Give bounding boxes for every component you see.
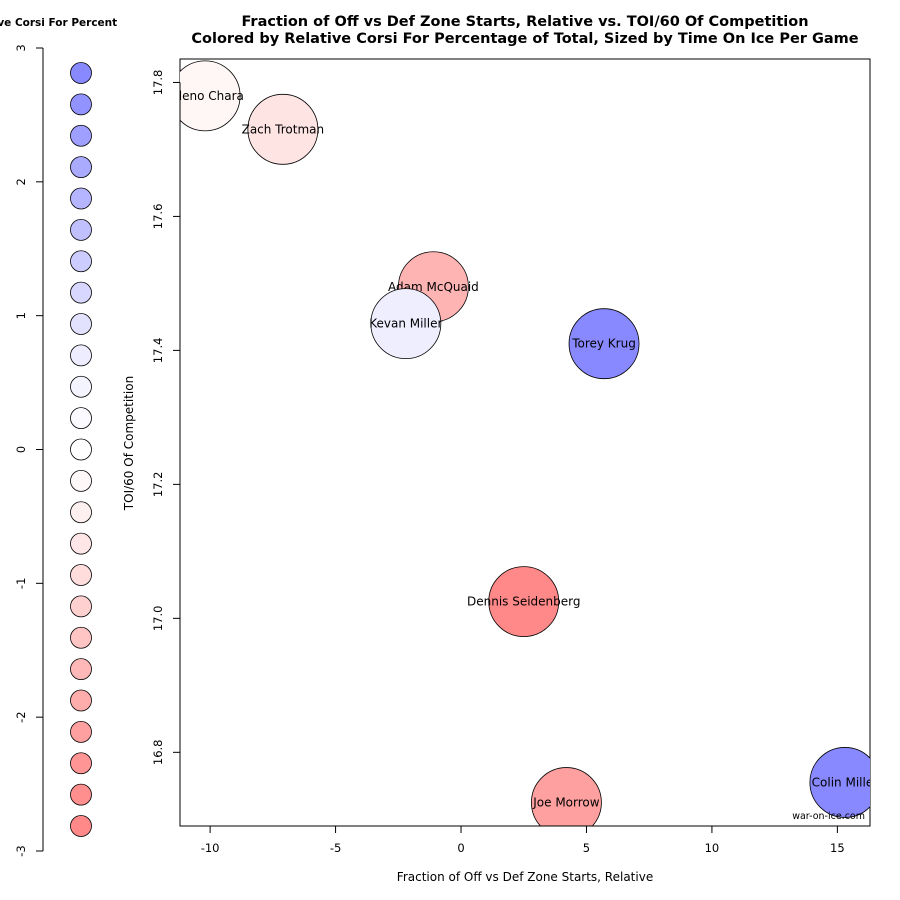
chart-subtitle: Colored by Relative Corsi For Percentage…	[191, 31, 858, 47]
legend-swatch	[70, 344, 92, 367]
y-tick-label: 16.8	[151, 740, 165, 766]
legend-swatch	[70, 438, 92, 461]
legend-tick-label: -2	[14, 711, 28, 722]
legend-swatch	[70, 752, 92, 775]
legend-tick-label: 1	[14, 312, 28, 319]
legend-tick-label: 0	[14, 446, 28, 453]
bubble-circle	[531, 767, 602, 826]
bubble-zach-trotman: Zach Trotman	[242, 93, 325, 165]
legend-swatch	[70, 250, 92, 273]
bubble-joe-morrow: Joe Morrow	[531, 767, 602, 826]
x-axis: -10 -5 0 5 10 15	[201, 825, 845, 855]
legend-tick-label: -3	[14, 845, 28, 856]
legend-swatch	[70, 124, 92, 147]
y-tick-label: 17.2	[151, 472, 165, 498]
bubble-kevan-miller: Kevan Miller	[369, 288, 442, 359]
legend-axis: 3 2 1 0 -1 -2 -3	[14, 44, 44, 857]
legend-tick-label: 3	[14, 44, 28, 51]
legend-swatch	[70, 783, 92, 806]
bubble-label: Colin Miller	[812, 775, 879, 789]
legend-tick-label: -1	[14, 578, 28, 589]
x-tick-label: 10	[705, 841, 720, 855]
y-tick-label: 17.6	[151, 204, 165, 230]
legend-swatch	[70, 532, 92, 555]
bubble-label: Zdeno Chara	[166, 89, 244, 103]
bubble-label: Torey Krug	[571, 337, 636, 351]
legend-swatch	[70, 720, 92, 743]
legend-swatch	[70, 564, 92, 586]
legend-swatch	[70, 689, 92, 712]
x-tick-label: 5	[583, 841, 590, 855]
y-tick-label: 17.0	[151, 606, 165, 632]
x-tick-label: 15	[830, 841, 845, 855]
credit-text: war-on-ice.com	[792, 811, 865, 822]
bubble-circle	[809, 747, 870, 818]
legend-swatch	[70, 187, 92, 210]
chart-title: Fraction of Off vs Def Zone Starts, Rela…	[241, 14, 808, 30]
legend-swatch	[70, 93, 92, 116]
legend-title: Relative Corsi For Percent	[0, 17, 117, 29]
legend-swatch	[70, 156, 92, 179]
x-tick-label: 0	[457, 841, 464, 855]
bubble-label: Kevan Miller	[369, 317, 442, 331]
bubble-dennis-seidenberg: Dennis Seidenberg	[467, 566, 581, 637]
bubble-circle	[247, 93, 319, 165]
y-tick-label: 17.4	[151, 338, 165, 364]
legend-tick-label: 2	[14, 178, 28, 185]
x-axis-label: Fraction of Off vs Def Zone Starts, Rela…	[397, 870, 653, 884]
legend-swatch	[70, 658, 92, 681]
bubble-circle	[370, 288, 442, 359]
legend-swatch	[70, 281, 92, 304]
legend-swatch	[70, 407, 92, 430]
bubble-label: Zach Trotman	[242, 122, 325, 136]
y-axis: 16.8 17.0 17.2 17.4 17.6 17.8	[151, 70, 181, 766]
bubble-label: Joe Morrow	[532, 796, 600, 810]
bubble-torey-krug: Torey Krug	[568, 308, 640, 380]
y-tick-label: 17.8	[151, 70, 165, 96]
legend-swatch	[70, 62, 92, 84]
legend-swatch	[70, 313, 92, 335]
legend-swatch	[70, 595, 92, 618]
x-tick-label: -5	[330, 841, 341, 855]
bubble-colin-miller: Colin Miller	[809, 747, 879, 818]
plot-frame	[179, 58, 871, 827]
bubble-circle	[568, 308, 640, 380]
y-axis-label: TOI/60 Of Competition	[122, 376, 136, 511]
legend-swatch	[70, 815, 92, 837]
legend-swatches	[70, 62, 92, 837]
legend-swatch	[70, 218, 92, 241]
bubble-circle	[180, 60, 241, 132]
bubble-circle	[488, 566, 560, 637]
bubble-zdeno-chara: Zdeno Chara	[166, 60, 244, 132]
legend-swatch	[70, 469, 92, 492]
legend-swatch	[70, 375, 92, 398]
bubble-label: Dennis Seidenberg	[467, 595, 581, 609]
x-tick-label: -10	[201, 841, 220, 855]
legend-swatch	[70, 626, 92, 649]
legend-swatch	[70, 501, 92, 524]
